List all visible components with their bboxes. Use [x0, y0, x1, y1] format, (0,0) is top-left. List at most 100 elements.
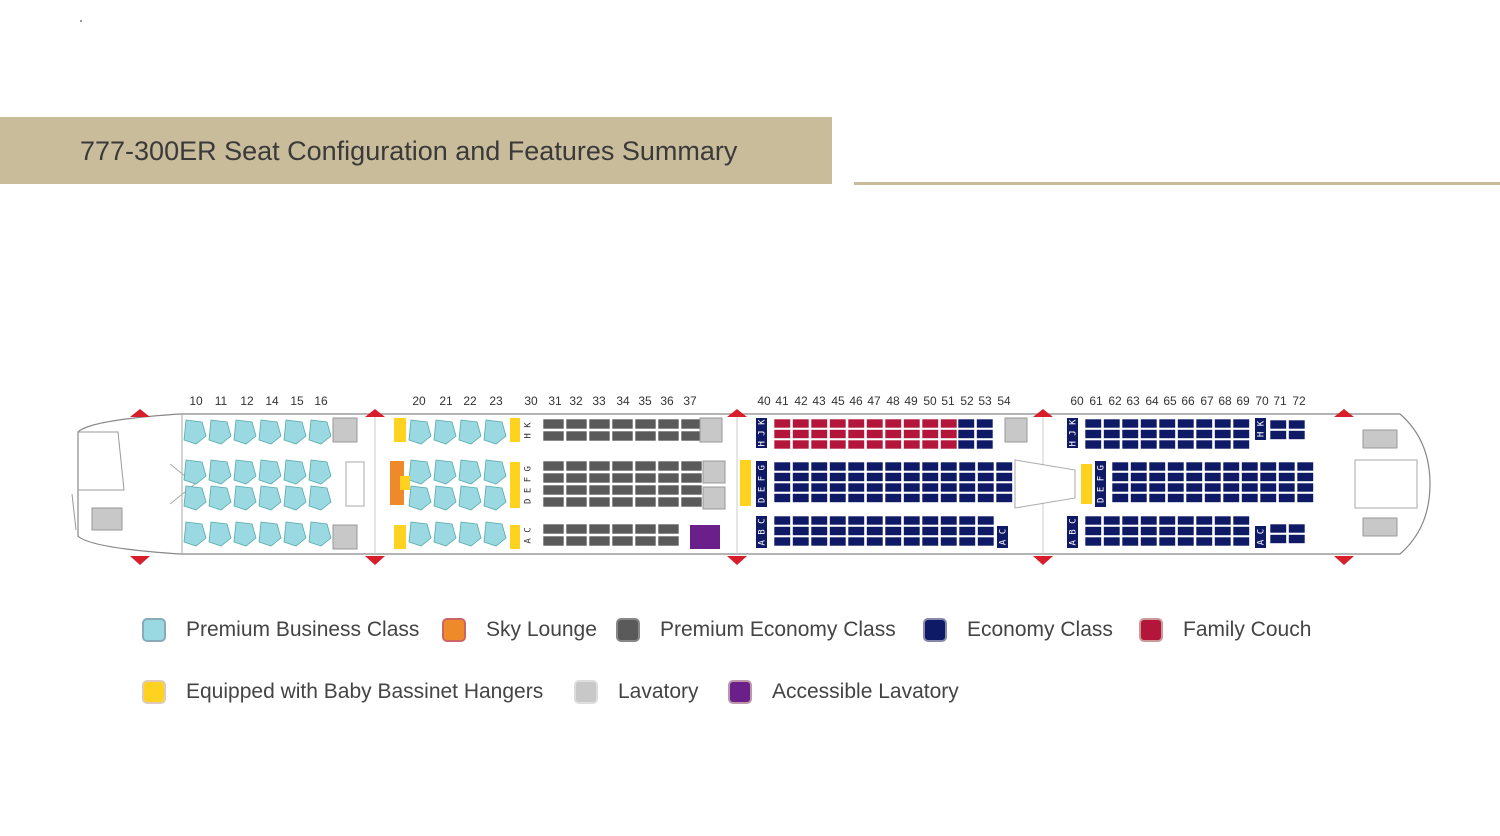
bassinet-3 [394, 525, 406, 549]
economy-seat [1296, 482, 1314, 493]
economy-seat [1121, 439, 1139, 450]
economy-row-68: 68 [1218, 394, 1232, 408]
economy-seat [1111, 461, 1129, 472]
economy-seat [1140, 536, 1158, 547]
premium-economy-seat [634, 535, 657, 547]
economy-seat [829, 493, 847, 503]
premium-economy-seat [657, 418, 680, 430]
economy-seat [847, 493, 865, 503]
economy-seat [773, 461, 791, 472]
legend-label-economy: Economy Class [967, 618, 1113, 641]
family-couch-seat [903, 439, 921, 450]
premium-economy-seat [565, 418, 588, 430]
economy-seat [903, 526, 921, 536]
legend-item-economy: Economy Class [923, 618, 1113, 642]
bassinet-5 [510, 462, 520, 508]
business-seat [433, 485, 457, 511]
column-label-hjk-bg [756, 418, 767, 448]
premium-economy-row-37: 37 [683, 394, 697, 408]
legend-item-family: Family Couch [1139, 618, 1311, 642]
economy-seat [1084, 418, 1102, 429]
premium-economy-seat [611, 430, 634, 442]
exit-marker [130, 409, 150, 417]
economy-seat [1130, 493, 1148, 503]
business-seat [258, 485, 282, 511]
premium-economy-seat [680, 418, 703, 430]
family-couch-seat [810, 429, 828, 439]
business-seat [458, 419, 482, 445]
economy-seat [773, 536, 791, 547]
economy-seat [903, 472, 921, 482]
economy-seat [829, 515, 847, 526]
lavatory-8 [1362, 517, 1398, 537]
economy-seat [884, 472, 902, 482]
premium-economy-seat [588, 460, 611, 472]
family-couch-seat [903, 418, 921, 429]
premium-economy-seat [542, 460, 565, 472]
economy-seat [866, 461, 884, 472]
economy-seat [1177, 515, 1195, 526]
economy-row-45: 45 [831, 394, 845, 408]
business-seat [483, 459, 507, 485]
column-label-defg-bg [1095, 461, 1106, 507]
economy-seat [866, 526, 884, 536]
business-seat [258, 459, 282, 485]
economy-seat [1177, 536, 1195, 547]
premium-economy-row-35: 35 [638, 394, 652, 408]
economy-row-46: 46 [849, 394, 863, 408]
column-label-hk-bg [1255, 418, 1266, 440]
legend-item-business: Premium Business Class [142, 618, 419, 642]
premium-economy-seat [657, 430, 680, 442]
economy-seat [1148, 493, 1166, 503]
business-seat [483, 419, 507, 445]
economy-seat [1177, 439, 1195, 450]
economy-seat [1167, 493, 1185, 503]
business-seat [433, 459, 457, 485]
column-label-defg: D E F G [524, 466, 534, 504]
economy-seat [1195, 418, 1213, 429]
business-seat [408, 419, 432, 445]
economy-seat [773, 515, 791, 526]
economy-seat [1214, 536, 1232, 547]
family-couch-seat [810, 418, 828, 429]
economy-row-69: 69 [1236, 394, 1250, 408]
economy-seat [1084, 515, 1102, 526]
economy-seat [792, 536, 810, 547]
legend-swatch-lounge [442, 618, 466, 642]
economy-seat [1269, 419, 1287, 430]
premium-economy-seat [657, 496, 680, 508]
economy-row-64: 64 [1145, 394, 1159, 408]
economy-seat [1278, 482, 1296, 493]
economy-seat [958, 482, 976, 493]
premium-economy-seat [680, 460, 703, 472]
economy-seat [1111, 493, 1129, 503]
economy-seat [1269, 430, 1287, 440]
bassinet-4 [510, 418, 520, 442]
economy-row-49: 49 [904, 394, 918, 408]
economy-seat [977, 515, 995, 526]
premium-economy-seat [634, 430, 657, 442]
economy-seat [1158, 439, 1176, 450]
column-label-ac: A C [524, 527, 534, 543]
column-label-ac: A C [1257, 529, 1267, 545]
economy-seat [1232, 439, 1250, 450]
family-couch-seat [847, 418, 865, 429]
lavatory-1 [332, 417, 358, 443]
economy-seat [1140, 526, 1158, 536]
economy-seat [1222, 461, 1240, 472]
business-seat [183, 419, 207, 445]
economy-seat [1177, 429, 1195, 439]
premium-economy-seat [680, 496, 703, 508]
economy-seat [1185, 461, 1203, 472]
column-label-hk: H K [1257, 420, 1267, 437]
economy-seat [940, 536, 958, 547]
economy-seat [1214, 515, 1232, 526]
lavatory-front [91, 507, 123, 531]
economy-seat [1278, 472, 1296, 482]
premium-economy-seat [542, 430, 565, 442]
premium-economy-seat [634, 496, 657, 508]
economy-seat [903, 536, 921, 547]
column-label-defg: D E F G [1097, 465, 1107, 503]
economy-seat [1111, 472, 1129, 482]
column-label-abc: A B C [758, 518, 768, 545]
